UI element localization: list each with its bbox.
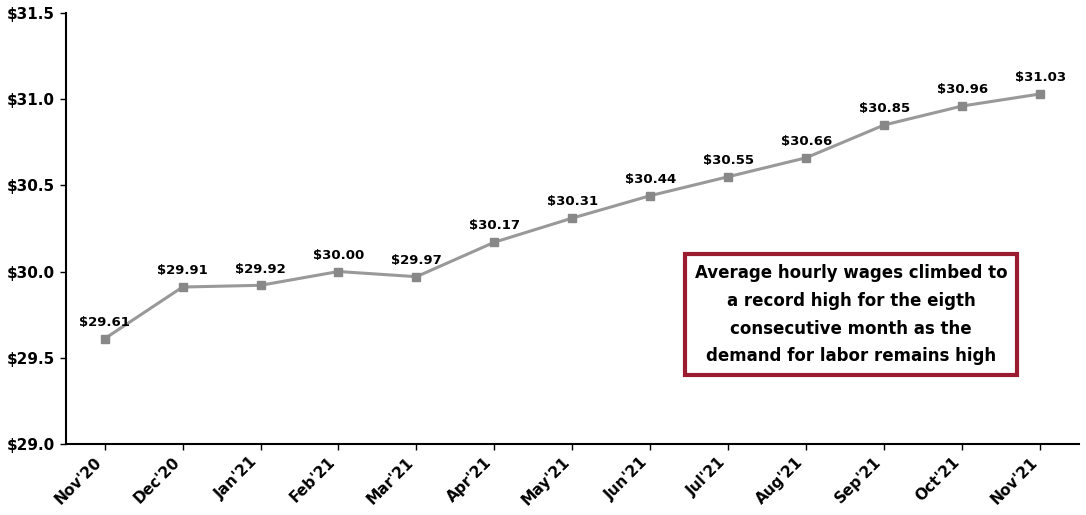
Text: $30.85: $30.85: [859, 102, 910, 115]
Text: $30.00: $30.00: [313, 249, 364, 262]
Text: $30.44: $30.44: [624, 173, 675, 186]
Text: $30.55: $30.55: [703, 154, 754, 167]
Text: $30.17: $30.17: [469, 219, 520, 232]
Text: $29.61: $29.61: [79, 316, 130, 329]
Text: $29.92: $29.92: [236, 263, 286, 276]
Text: Average hourly wages climbed to
a record high for the eigth
consecutive month as: Average hourly wages climbed to a record…: [695, 264, 1008, 365]
Text: $30.31: $30.31: [546, 195, 598, 209]
Text: $30.96: $30.96: [936, 83, 987, 96]
Text: $29.91: $29.91: [157, 264, 207, 277]
Text: $31.03: $31.03: [1014, 71, 1065, 84]
Text: $29.97: $29.97: [391, 254, 442, 267]
Text: $30.66: $30.66: [781, 135, 832, 148]
